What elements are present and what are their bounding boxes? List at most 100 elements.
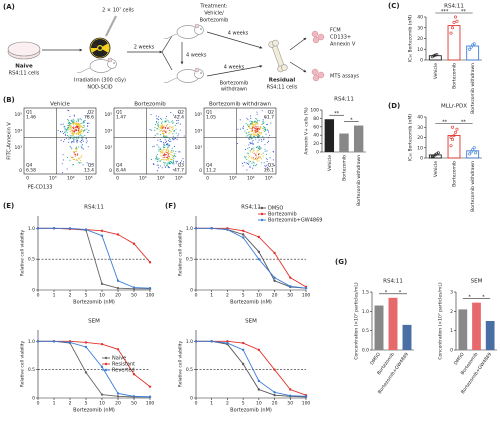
event-dot — [171, 151, 173, 153]
event-dot — [166, 148, 168, 150]
event-dot — [168, 127, 170, 129]
data-point — [116, 286, 120, 290]
event-dot — [175, 162, 177, 164]
event-dot — [74, 153, 77, 155]
event-dot — [255, 156, 257, 158]
event-dot — [177, 119, 179, 121]
event-dot — [86, 128, 88, 130]
quadrant-name: Q2 — [268, 110, 275, 116]
y-tick-label: 0 — [316, 150, 319, 156]
event-dot — [254, 136, 256, 138]
event-dot — [182, 161, 185, 163]
y-tick-label: 40 — [313, 133, 319, 139]
y-axis-label: Relative cell viability — [178, 229, 184, 276]
event-dot — [80, 132, 82, 134]
event-dot — [246, 169, 248, 171]
event-dot — [158, 121, 160, 123]
event-dot — [259, 133, 262, 135]
chart-title: RS4;11 — [383, 279, 403, 285]
event-dot — [254, 131, 256, 134]
event-dot — [75, 136, 77, 138]
event-dot — [264, 148, 266, 150]
data-point — [148, 286, 152, 290]
event-dot — [169, 145, 171, 147]
event-dot — [76, 140, 78, 142]
x-tick-label: 10⁵ — [175, 176, 183, 182]
event-dot — [73, 132, 75, 134]
event-dot — [160, 149, 162, 151]
quadrant-value: 6.58 — [26, 168, 36, 174]
event-dot — [267, 131, 270, 133]
y-axis-label: IC₅₀ Bortezomib (nM) — [408, 15, 414, 62]
event-dot — [165, 130, 167, 132]
event-dot — [176, 138, 178, 140]
event-dot — [71, 120, 73, 123]
x-axis-label: Bortezomib (nM) — [230, 300, 272, 306]
event-dot — [243, 161, 245, 163]
event-dot — [174, 153, 176, 155]
event-dot — [257, 154, 260, 156]
event-dot — [171, 155, 173, 157]
event-dot — [67, 126, 70, 128]
event-dot — [77, 120, 79, 122]
event-dot — [258, 128, 260, 130]
event-dot — [252, 124, 255, 126]
event-dot — [61, 131, 64, 133]
event-dot — [81, 144, 83, 146]
event-dot — [248, 147, 250, 149]
x-tick-label: 0 — [37, 293, 40, 299]
chart-title: SEM — [88, 319, 100, 325]
event-dot — [261, 153, 263, 156]
plot-frame — [23, 107, 97, 175]
event-dot — [70, 147, 72, 149]
event-dot — [251, 134, 253, 136]
event-dot — [69, 137, 71, 139]
event-dot — [253, 149, 255, 151]
event-dot — [177, 122, 179, 124]
event-dot — [251, 148, 253, 150]
event-dot — [74, 155, 76, 157]
event-dot — [73, 158, 76, 160]
y-tick-label: 0.5 — [186, 257, 193, 263]
quadrant-value: 8.44 — [116, 168, 126, 174]
legend-label: Bortezomib+GW4869 — [268, 218, 322, 224]
event-dot — [168, 158, 170, 160]
event-dot — [88, 129, 90, 131]
event-dot — [269, 157, 271, 159]
event-dot — [168, 133, 170, 135]
event-dot — [258, 156, 260, 158]
event-dot — [247, 119, 249, 121]
event-dot — [167, 153, 169, 155]
event-dot — [159, 160, 161, 162]
event-dot — [164, 144, 166, 146]
event-dot — [175, 128, 177, 130]
event-dot — [167, 149, 170, 151]
event-dot — [252, 134, 254, 136]
label: Treatment: — [199, 4, 227, 10]
event-dot — [80, 142, 82, 144]
significance-label: ** — [461, 119, 467, 125]
event-dot — [259, 148, 261, 150]
data-point — [472, 42, 476, 46]
chart-title: RS4;11 — [241, 205, 261, 211]
event-dot — [251, 141, 253, 143]
event-dot — [173, 156, 175, 158]
event-dot — [157, 139, 159, 141]
event-dot — [254, 133, 256, 135]
arrow — [161, 51, 173, 71]
event-dot — [156, 157, 158, 159]
event-dot — [70, 128, 72, 130]
y-tick-label: 80 — [313, 116, 319, 122]
event-dot — [253, 159, 255, 161]
event-dot — [171, 158, 173, 160]
event-dot — [163, 144, 165, 146]
data-point — [469, 150, 473, 154]
event-dot — [250, 117, 252, 119]
event-dot — [164, 131, 166, 133]
event-dot — [77, 140, 79, 142]
event-dot — [245, 162, 247, 164]
event-dot — [70, 135, 72, 137]
event-dot — [264, 128, 267, 130]
bar — [485, 321, 495, 350]
event-dot — [157, 128, 159, 130]
